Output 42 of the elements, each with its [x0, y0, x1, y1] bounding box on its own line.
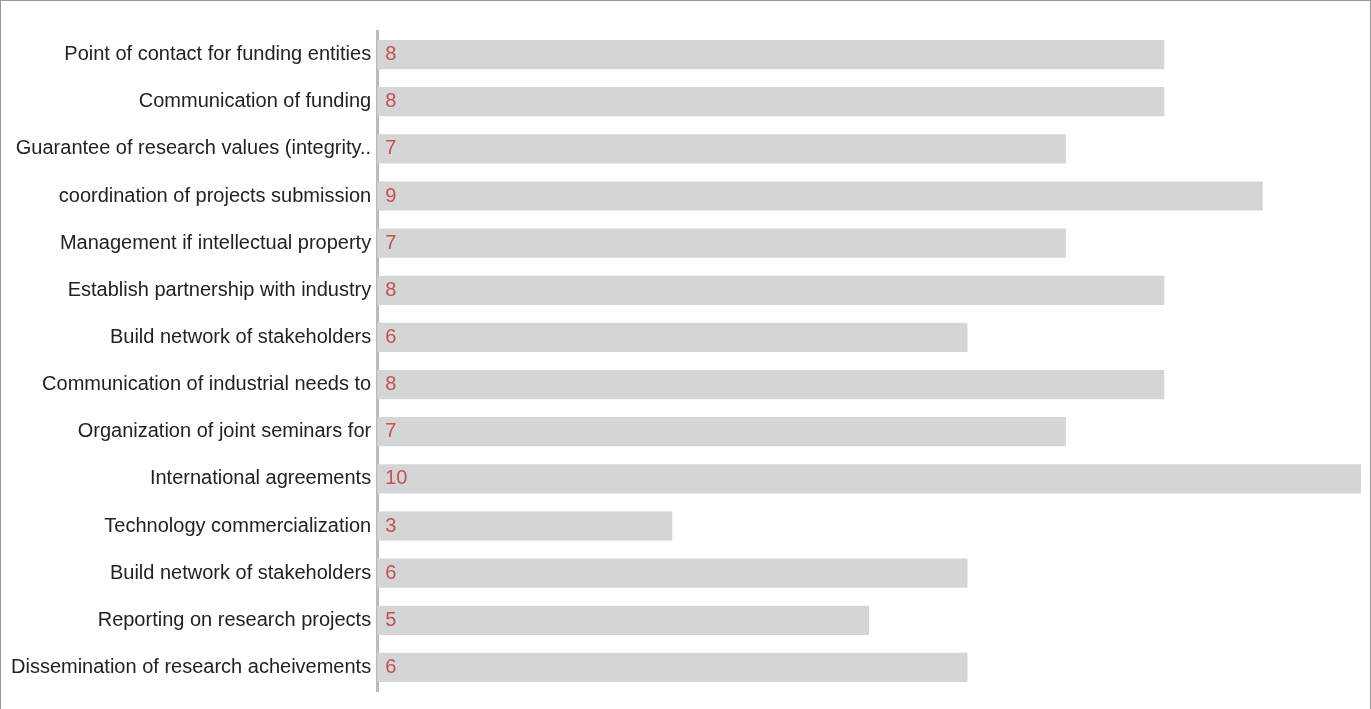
bar — [377, 369, 1165, 400]
y-tick-label: Guarantee of research values (integrity.. — [15, 136, 372, 159]
bar — [377, 87, 1165, 117]
data-label: 6 — [385, 560, 397, 583]
bar — [377, 652, 968, 683]
y-tick-label: coordination of projects submission — [58, 183, 372, 206]
data-label: 10 — [385, 466, 408, 489]
data-label: 8 — [385, 42, 397, 65]
data-label: 9 — [385, 183, 397, 206]
data-label: 7 — [385, 419, 397, 442]
bar — [377, 134, 1066, 164]
bar — [377, 322, 968, 353]
data-label: 3 — [385, 513, 397, 536]
bar — [377, 605, 870, 635]
y-tick-label: Build network of stakeholders — [109, 324, 372, 347]
data-label: 7 — [385, 136, 397, 159]
bar — [377, 275, 1165, 305]
bar — [377, 39, 1165, 70]
data-label: 8 — [385, 372, 397, 395]
y-tick-label: International agreements — [149, 466, 372, 489]
data-label: 8 — [385, 89, 397, 112]
y-tick-label: Point of contact for funding entities — [64, 42, 372, 65]
data-label: 5 — [385, 607, 397, 630]
y-tick-label: Organization of joint seminars for — [77, 419, 372, 442]
y-tick-label: Dissemination of research acheivements — [10, 654, 372, 677]
bar — [377, 511, 673, 541]
y-tick-label: Communication of funding — [138, 89, 372, 112]
data-label: 8 — [385, 277, 397, 300]
y-tick-label: Establish partnership with industry — [67, 277, 372, 300]
y-tick-label: Build network of stakeholders — [109, 560, 372, 583]
bar — [377, 181, 1263, 211]
data-label: 7 — [385, 230, 397, 253]
data-label: 6 — [385, 324, 397, 347]
bar — [377, 228, 1066, 258]
bar — [377, 558, 968, 588]
y-tick-label: Management if intellectual property — [59, 230, 372, 253]
data-label: 6 — [385, 654, 397, 677]
y-tick-label: Communication of industrial needs to — [42, 372, 372, 395]
y-tick-label: Technology commercialization — [104, 513, 372, 536]
y-tick-label: Reporting on research projects — [97, 607, 372, 630]
bar — [377, 417, 1066, 447]
bar — [377, 464, 1361, 494]
